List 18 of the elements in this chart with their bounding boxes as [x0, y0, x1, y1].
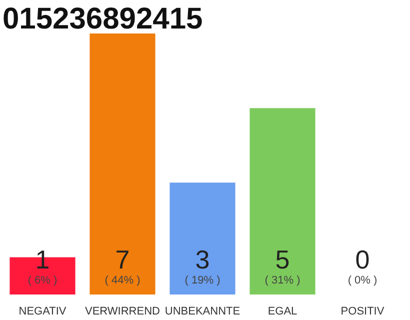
- annotation: ( 44% ): [104, 274, 140, 286]
- data-label: 5: [275, 244, 290, 274]
- x-tick-label: POSITIV: [340, 306, 385, 318]
- data-label: 3: [195, 244, 210, 274]
- x-tick-label: EGAL: [268, 306, 298, 318]
- x-tick-label: NEGATIV: [18, 306, 67, 318]
- annotation: ( 6% ): [28, 274, 58, 286]
- x-tick-label: UNBEKANNTE: [164, 306, 240, 318]
- annotation: ( 19% ): [184, 274, 220, 286]
- data-label: 0: [355, 244, 370, 274]
- x-tick-label: VERWIRREND: [85, 306, 160, 318]
- bar: [250, 108, 316, 294]
- annotation: ( 0% ): [348, 274, 378, 286]
- chart-title: 015236892415: [2, 2, 203, 36]
- annotation: ( 31% ): [264, 274, 300, 286]
- bar: [90, 34, 156, 294]
- data-label: 7: [115, 244, 130, 274]
- bar: [170, 182, 236, 294]
